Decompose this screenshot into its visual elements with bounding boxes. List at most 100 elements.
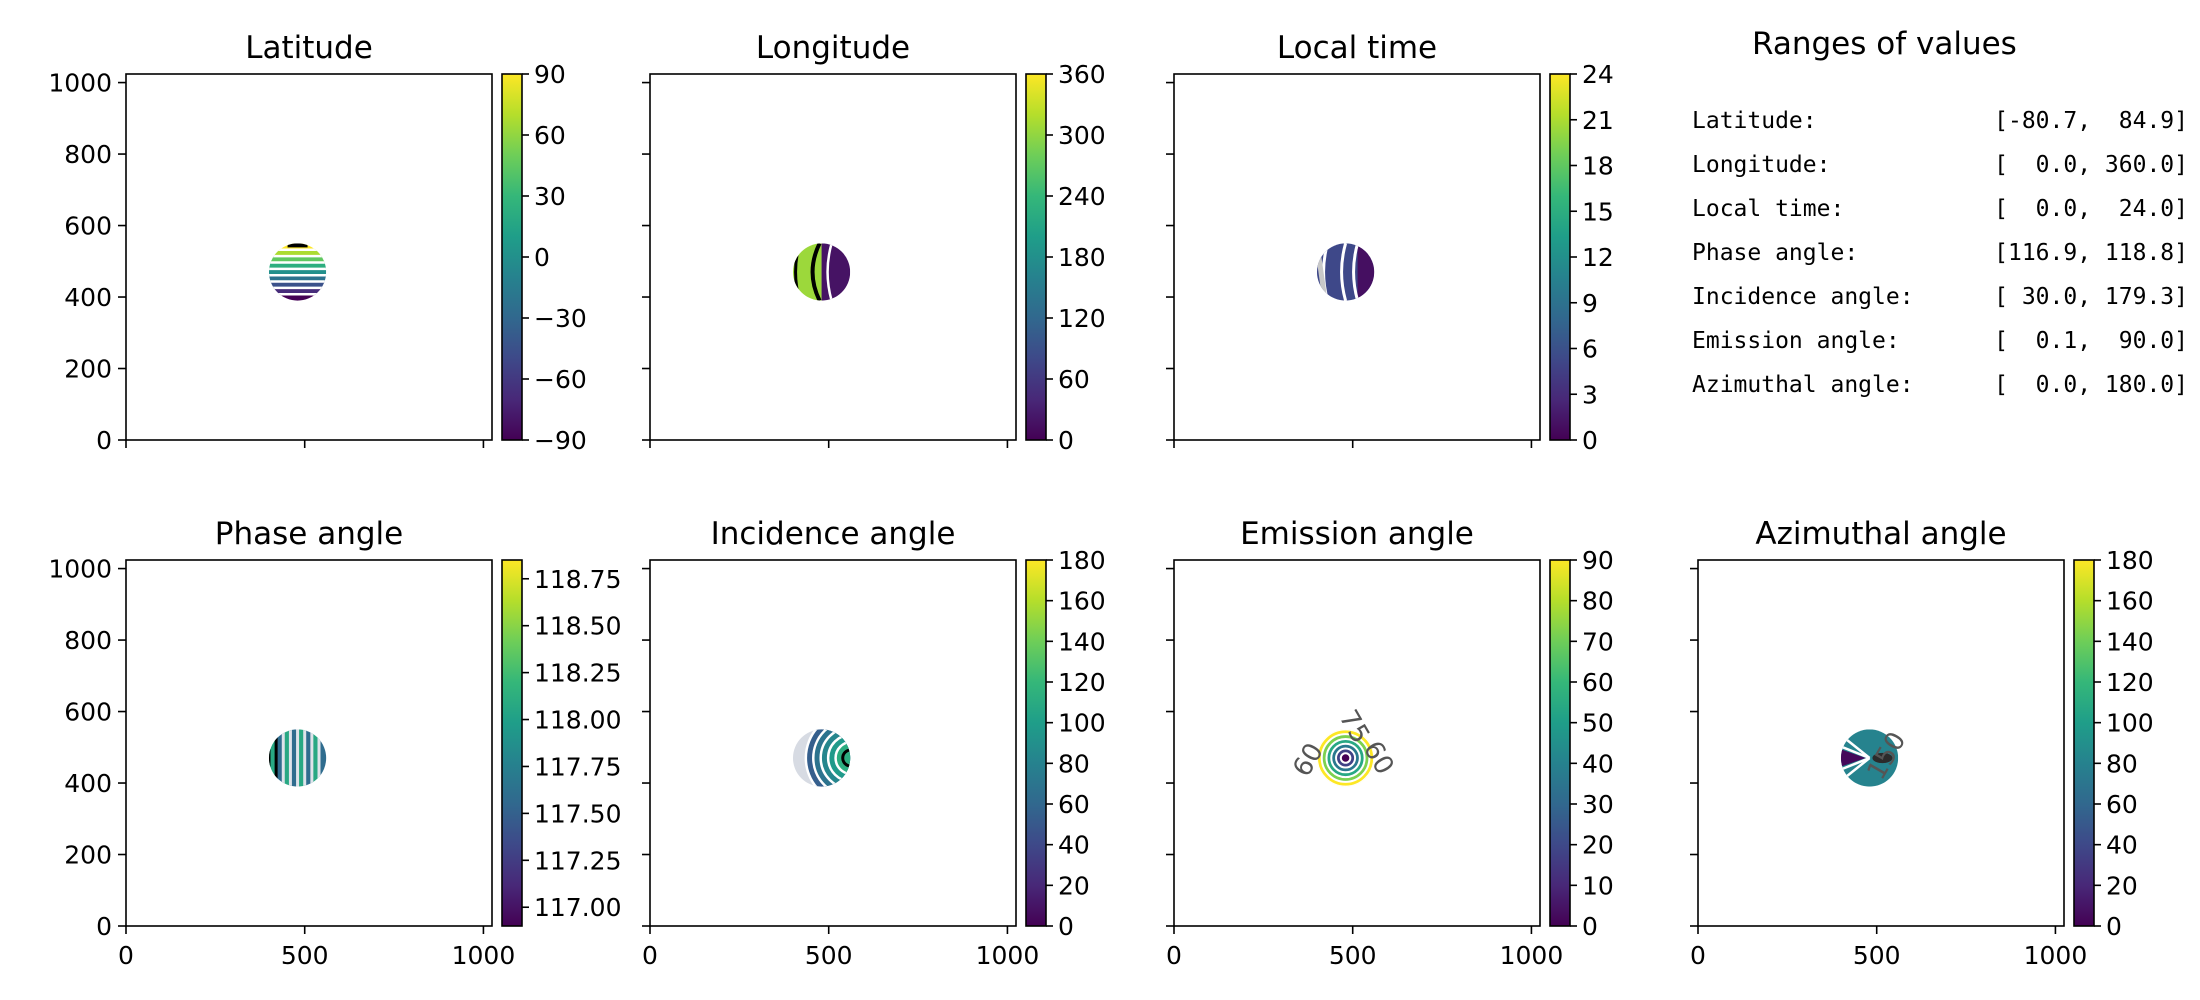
subplot-title: Latitude [245,30,373,66]
azimuth-wedge [1840,749,1866,767]
ranges-title: Ranges of values [1752,26,2017,62]
colorbar-tick-label: 60 [1058,790,1090,819]
colorbar-tick-label: 118.25 [534,659,621,688]
colorbar-tick-label: 21 [1582,106,1614,135]
y-tick-label: 800 [64,140,112,169]
colorbar-tick-label: 140 [1058,627,1106,656]
colorbar-tick-label: 20 [1058,871,1090,900]
phase-stripe [297,729,306,787]
incidence-arc [834,740,851,776]
colorbar-tick-label: −60 [534,365,587,394]
subplot-title: Phase angle [215,516,403,552]
colorbar-tick-label: 80 [2106,749,2138,778]
subplot-incidence-angle: Incidence angle 0 500 1000 0 20 40 60 80 100 120 14… [642,516,1106,970]
phase-stripe [304,729,313,787]
axes-frame [649,73,1017,441]
axes-frame [1697,559,2065,927]
planet-disk [792,243,851,301]
contour-line [1840,756,1871,771]
colorbar-tick-label: 100 [1058,709,1106,738]
y-tick-label: 800 [64,626,112,655]
colorbar-tick-label: 18 [1582,152,1614,181]
latitude-band [268,249,327,257]
planet-disk [1316,729,1375,787]
ranges-label: Incidence angle: [1692,284,1914,310]
ranges-value: [ 0.0, 24.0] [1994,196,2188,222]
colorbar-tick-label: 117.50 [534,799,621,828]
colorbar-tick-label: 0 [1582,426,1598,455]
colorbar-tick-label: 180 [1058,546,1106,575]
x-tick-label: 0 [642,941,658,970]
colorbar-tick-label: 90 [534,60,566,89]
contour-line [1840,745,1871,760]
colorbar-tick-label: 0 [534,243,550,272]
ranges-value: [ 0.0, 360.0] [1994,152,2188,178]
ranges-label: Emission angle: [1692,328,1900,354]
latitude-band [268,262,327,270]
axes-frame [1173,73,1541,441]
x-tick-label: 1000 [976,941,1040,970]
latitude-band [268,287,327,295]
latitude-band [268,281,327,289]
colorbar-tick-label: 360 [1058,60,1106,89]
subplot-local-time: Local time 0 3 6 9 12 15 18 21 24 [1166,30,1614,455]
colorbar-tick-label: 80 [1582,587,1614,616]
colorbar-tick-label: 40 [2106,831,2138,860]
ranges-row-incidence-angle: Incidence angle: [ 30.0, 179.3] [1692,284,2188,324]
x-tick-label: 500 [1853,941,1901,970]
x-tick-label: 500 [281,941,329,970]
y-tick-label: 600 [64,212,112,241]
x-tick-label: 1000 [2024,941,2088,970]
colorbar-tick-label: 20 [2106,871,2138,900]
colorbar-tick-label: 40 [1058,831,1090,860]
colorbar-tick-label: 180 [2106,546,2154,575]
contour-line [810,243,822,301]
phase-stripe [290,729,299,787]
colorbar-tick-label: 60 [1582,668,1614,697]
x-tick-label: 500 [1329,941,1377,970]
colorbar-tick-label: −90 [534,426,587,455]
colorbar-tick-label: 120 [1058,668,1106,697]
colorbar-tick-label: 160 [1058,587,1106,616]
ranges-label: Local time: [1692,196,1845,222]
y-tick-label: 0 [96,426,112,455]
contour-line [1352,243,1360,301]
y-tick-label: 600 [64,698,112,727]
y-tick-label: 200 [64,355,112,384]
colorbar-tick-label: 24 [1582,60,1614,89]
colorbar-tick-label: 0 [1058,426,1074,455]
colorbar-tick-label: 117.00 [534,893,621,922]
colorbar-tick-label: 60 [1058,365,1090,394]
colorbar-tick-label: 180 [1058,243,1106,272]
ranges-label: Azimuthal angle: [1692,372,1914,398]
colorbar-tick-label: 80 [1058,749,1090,778]
colorbar-tick-label: 120 [1058,304,1106,333]
colorbar-tick-label: 60 [534,121,566,150]
y-tick-label: 200 [64,841,112,870]
ranges-value: [-80.7, 84.9] [1994,108,2188,134]
colorbar [2073,559,2095,927]
x-tick-label: 0 [1166,941,1182,970]
colorbar-tick-label: 50 [1582,709,1614,738]
colorbar-tick-label: 117.25 [534,846,621,875]
colorbar-tick-label: 120 [2106,668,2154,697]
contour-line [1340,243,1348,301]
x-tick-label: 0 [1690,941,1706,970]
phase-stripe [311,729,320,787]
colorbar-tick-label: 30 [534,182,566,211]
subplot-title: Local time [1277,30,1437,66]
contour-line [826,243,833,301]
axes-frame [125,73,493,441]
phase-stripe [276,729,284,787]
ranges-row-longitude: Longitude: [ 0.0, 360.0] [1692,152,2188,192]
subplot-title: Azimuthal angle [1755,516,2006,552]
planet-disk [268,243,327,301]
colorbar-tick-label: 70 [1582,627,1614,656]
phase-stripe [268,729,277,787]
colorbar-tick-label: 240 [1058,182,1106,211]
phase-stripe [319,729,327,787]
planet-disk [1840,729,1899,787]
ranges-row-latitude: Latitude: [-80.7, 84.9] [1692,108,2188,148]
